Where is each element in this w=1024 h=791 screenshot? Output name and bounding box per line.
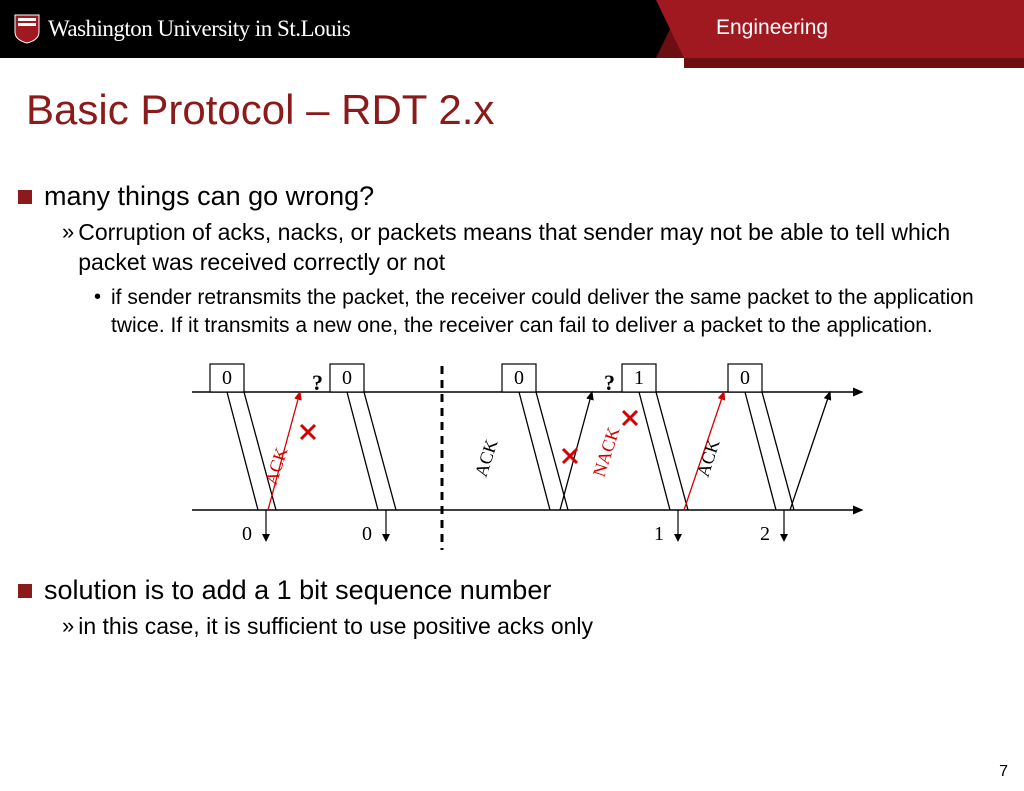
timing-diagram-svg: 0 0? 0 ACK 0 0 1 0? ACK 1 NACK 2 ACK bbox=[152, 360, 872, 560]
bullet-text: in this case, it is sufficient to use po… bbox=[78, 612, 593, 642]
svg-text:0: 0 bbox=[740, 367, 750, 389]
bullet-level3: • if sender retransmits the packet, the … bbox=[94, 284, 1006, 341]
school-name: Engineering bbox=[716, 16, 828, 40]
bullet-level1: many things can go wrong? bbox=[18, 180, 1006, 214]
svg-text:?: ? bbox=[604, 370, 615, 395]
bullet-level2: » in this case, it is sufficient to use … bbox=[62, 612, 1006, 642]
bullet-level1: solution is to add a 1 bit sequence numb… bbox=[18, 574, 1006, 608]
protocol-diagram: 0 0? 0 ACK 0 0 1 0? ACK 1 NACK 2 ACK bbox=[18, 360, 1006, 560]
svg-text:0: 0 bbox=[222, 367, 232, 389]
university-name: Washington University in St.Louis bbox=[48, 16, 350, 42]
bullet-text: solution is to add a 1 bit sequence numb… bbox=[44, 574, 551, 608]
svg-text:0: 0 bbox=[514, 367, 524, 389]
bullet-text: Corruption of acks, nacks, or packets me… bbox=[78, 218, 1006, 278]
svg-text:0: 0 bbox=[362, 523, 372, 545]
svg-text:NACK: NACK bbox=[589, 425, 624, 480]
svg-text:ACK: ACK bbox=[261, 445, 292, 487]
bullet-square-icon bbox=[18, 190, 32, 204]
svg-text:1: 1 bbox=[634, 367, 644, 389]
chevron-icon: » bbox=[62, 612, 74, 641]
dot-icon: • bbox=[94, 284, 101, 310]
chevron-icon: » bbox=[62, 218, 74, 247]
engineering-banner: Engineering bbox=[684, 0, 1024, 68]
svg-text:0: 0 bbox=[242, 523, 252, 545]
bullet-text: many things can go wrong? bbox=[44, 180, 374, 214]
university-shield-icon bbox=[14, 14, 40, 44]
slide-header: Washington University in St.Louis Engine… bbox=[0, 0, 1024, 58]
svg-text:0: 0 bbox=[342, 367, 352, 389]
svg-text:ACK: ACK bbox=[693, 437, 724, 479]
slide-content: many things can go wrong? » Corruption o… bbox=[18, 180, 1006, 642]
slide-title: Basic Protocol – RDT 2.x bbox=[26, 86, 1024, 134]
page-number: 7 bbox=[999, 763, 1008, 781]
svg-text:1: 1 bbox=[654, 523, 664, 545]
svg-text:ACK: ACK bbox=[471, 437, 502, 479]
svg-text:?: ? bbox=[312, 370, 323, 395]
bullet-level2: » Corruption of acks, nacks, or packets … bbox=[62, 218, 1006, 278]
bullet-square-icon bbox=[18, 584, 32, 598]
svg-text:2: 2 bbox=[760, 523, 770, 545]
bullet-text: if sender retransmits the packet, the re… bbox=[111, 284, 1006, 341]
